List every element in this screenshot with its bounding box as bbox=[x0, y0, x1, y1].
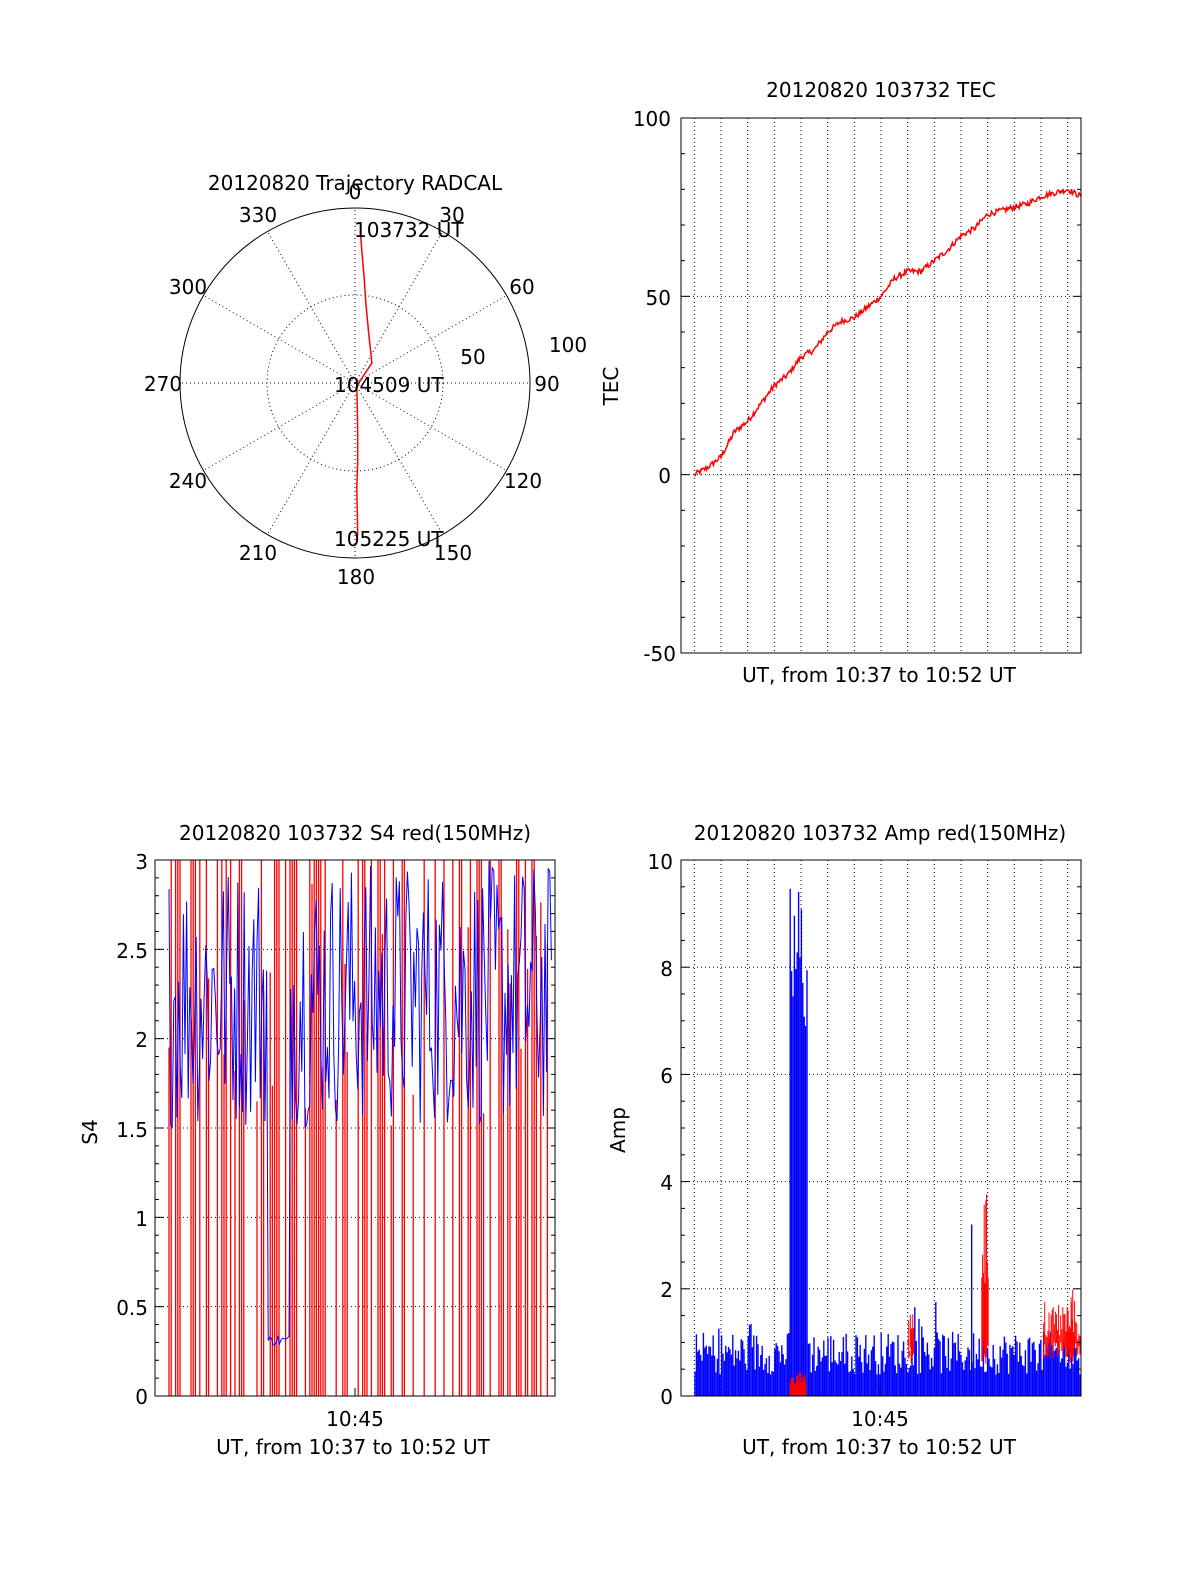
s4-ytick-3: 3 bbox=[135, 850, 148, 874]
az-label-210: 210 bbox=[239, 541, 277, 565]
amp-ylabel: Amp bbox=[606, 1107, 630, 1153]
s4-grid bbox=[155, 948, 555, 1308]
tec-ytick-0: 0 bbox=[658, 464, 671, 488]
s4-ticks bbox=[155, 859, 555, 1397]
amp-ticks bbox=[681, 859, 1081, 1397]
trajectory-mid-time: 104509 UT bbox=[334, 373, 444, 397]
s4-xtick-1045: 10:45 bbox=[326, 1407, 384, 1431]
tec-xlabel: UT, from 10:37 to 10:52 UT bbox=[742, 663, 1017, 687]
amp-ytick-2: 2 bbox=[660, 1278, 673, 1302]
tec-plot-frame bbox=[680, 117, 1082, 654]
az-label-150: 150 bbox=[434, 541, 472, 565]
s4-ytick-0: 0 bbox=[135, 1385, 148, 1409]
s4-panel: 20120820 103732 S4 red(150MHz) 3 2.5 2 1… bbox=[78, 821, 556, 1459]
tec-ytick-100: 100 bbox=[633, 107, 671, 131]
az-label-90: 90 bbox=[534, 372, 559, 396]
trajectory-start-time: 103732 UT bbox=[354, 218, 464, 242]
az-label-330: 330 bbox=[239, 203, 277, 227]
amp-ytick-10: 10 bbox=[648, 850, 673, 874]
amp-xtick-1045: 10:45 bbox=[851, 1407, 909, 1431]
s4-ytick-1: 1 bbox=[135, 1207, 148, 1231]
s4-title: 20120820 103732 S4 red(150MHz) bbox=[179, 821, 531, 845]
tec-panel: 20120820 103732 TEC 100 50 0 -50 TEC UT,… bbox=[599, 78, 1082, 687]
amp-red-series bbox=[789, 1194, 1082, 1396]
az-label-300: 300 bbox=[169, 275, 207, 299]
s4-red-series bbox=[168, 860, 549, 1396]
az-label-30: 30 bbox=[439, 203, 464, 227]
tec-title: 20120820 103732 TEC bbox=[766, 78, 996, 102]
tec-ytick-minus50: -50 bbox=[643, 642, 676, 666]
polar-title: 20120820 Trajectory RADCAL bbox=[208, 171, 503, 195]
az-label-240: 240 bbox=[169, 469, 207, 493]
s4-ytick-2.5: 2.5 bbox=[116, 939, 148, 963]
amp-ytick-6: 6 bbox=[660, 1064, 673, 1088]
s4-blue-series bbox=[168, 861, 552, 1347]
amp-ytick-8: 8 bbox=[660, 957, 673, 981]
az-label-0: 0 bbox=[349, 180, 362, 204]
tec-y-ticks bbox=[681, 117, 1081, 654]
s4-ytick-2: 2 bbox=[135, 1028, 148, 1052]
trajectory-end-time: 105225 UT bbox=[334, 527, 444, 551]
s4-ylabel: S4 bbox=[78, 1119, 102, 1144]
amp-title: 20120820 103732 Amp red(150MHz) bbox=[694, 821, 1066, 845]
amp-panel: 20120820 103732 Amp red(150MHz) 10 8 6 4… bbox=[606, 821, 1082, 1459]
amp-blue-series bbox=[694, 888, 1081, 1396]
az-label-180: 180 bbox=[337, 565, 375, 589]
polar-trajectory-line bbox=[356, 230, 373, 536]
polar-azimuth-labels: 0 30 60 90 120 150 180 210 240 270 300 3… bbox=[144, 180, 560, 589]
s4-xlabel: UT, from 10:37 to 10:52 UT bbox=[216, 1435, 491, 1459]
radius-label-100: 100 bbox=[549, 333, 587, 357]
amp-xlabel: UT, from 10:37 to 10:52 UT bbox=[742, 1435, 1017, 1459]
polar-trajectory-panel: 20120820 Trajectory RADCAL 0 30 60 90 12… bbox=[144, 171, 587, 589]
tec-ytick-50: 50 bbox=[646, 286, 671, 310]
tec-ylabel: TEC bbox=[599, 367, 623, 407]
az-label-270: 270 bbox=[144, 372, 182, 396]
amp-ytick-0: 0 bbox=[660, 1385, 673, 1409]
s4-ytick-1.5: 1.5 bbox=[116, 1118, 148, 1142]
s4-ytick-0.5: 0.5 bbox=[116, 1296, 148, 1320]
amp-grid bbox=[681, 860, 1081, 1396]
az-label-60: 60 bbox=[509, 275, 534, 299]
polar-outer-circle bbox=[179, 207, 531, 559]
amp-ytick-4: 4 bbox=[660, 1171, 673, 1195]
s4-blue-line bbox=[168, 861, 552, 1347]
az-label-120: 120 bbox=[504, 469, 542, 493]
radius-label-50: 50 bbox=[460, 345, 485, 369]
tec-series-line bbox=[693, 188, 1082, 477]
